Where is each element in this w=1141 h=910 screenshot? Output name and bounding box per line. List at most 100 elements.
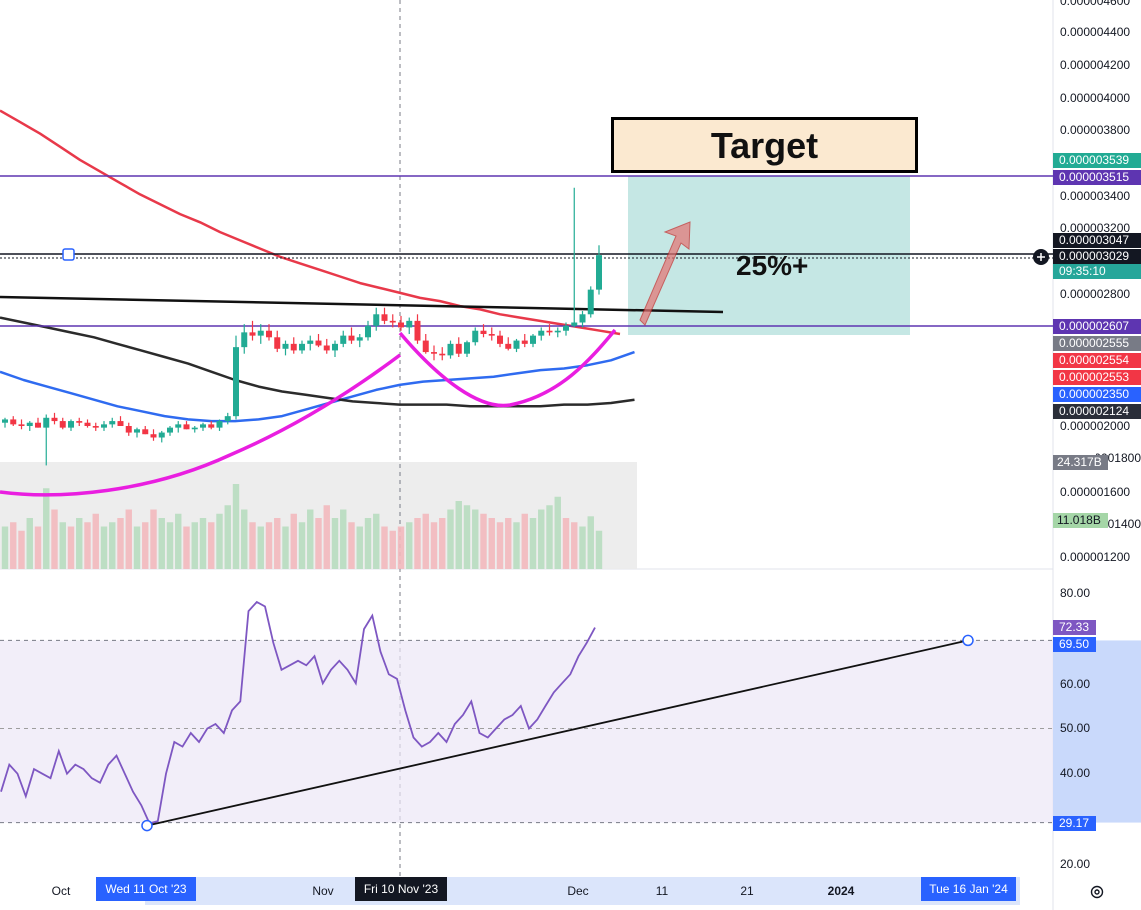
volume-bar bbox=[587, 516, 594, 569]
candle-body bbox=[59, 421, 66, 428]
x-tick: Dec bbox=[567, 884, 589, 898]
volume-bar bbox=[241, 509, 248, 569]
candle-body bbox=[596, 255, 602, 290]
price-label: 0.000003539 bbox=[1053, 153, 1141, 168]
candle-body bbox=[117, 421, 124, 426]
price-tick: 0.000001600 bbox=[1060, 485, 1131, 499]
candle-body bbox=[183, 424, 190, 430]
volume-bar bbox=[447, 509, 454, 569]
x-highlight-mid: Fri 10 Nov '23 bbox=[355, 877, 447, 901]
candle-body bbox=[266, 330, 272, 338]
volume-bar bbox=[18, 530, 25, 569]
countdown-label: 09:35:10 bbox=[1053, 264, 1141, 279]
volume-bar bbox=[249, 522, 256, 569]
price-tick: 0.000002800 bbox=[1060, 287, 1131, 301]
candle-body bbox=[241, 332, 248, 348]
candle-body bbox=[274, 337, 281, 349]
price-label: 0.000003047 bbox=[1053, 233, 1141, 248]
volume-bar bbox=[100, 526, 108, 569]
x-tick: Oct bbox=[51, 884, 71, 898]
volume-bar bbox=[26, 518, 33, 569]
candle-body bbox=[521, 340, 528, 344]
candle-body bbox=[538, 330, 545, 336]
candle-body bbox=[43, 417, 50, 428]
volume-bar bbox=[166, 522, 174, 569]
candle-body bbox=[554, 330, 561, 333]
price-tick: 0.000004600 bbox=[1060, 0, 1131, 8]
volume-bar bbox=[406, 522, 413, 569]
price-label: 0.000003515 bbox=[1053, 170, 1141, 185]
volume-bar bbox=[307, 509, 314, 569]
price-tick: 0.000003400 bbox=[1060, 189, 1131, 203]
x-range-highlight bbox=[145, 877, 1020, 905]
candle-body bbox=[340, 335, 347, 344]
volume-bar bbox=[331, 518, 339, 569]
volume-bar bbox=[538, 509, 545, 569]
volume-bar bbox=[298, 522, 306, 569]
candle-body bbox=[530, 335, 536, 344]
candle-body bbox=[290, 343, 297, 351]
candle-body bbox=[455, 343, 462, 354]
price-tick: 0.000003200 bbox=[1060, 221, 1131, 235]
rsi-trend-handle bbox=[141, 819, 153, 832]
candle-body bbox=[299, 343, 305, 351]
x-tick: Nov bbox=[312, 884, 334, 898]
volume-bar bbox=[364, 518, 372, 569]
candle-body bbox=[26, 422, 33, 426]
candle-body bbox=[134, 429, 140, 433]
cup-curve-right bbox=[398, 328, 617, 408]
volume-bar bbox=[529, 518, 537, 569]
volume-bar bbox=[232, 484, 240, 569]
candle-body bbox=[216, 421, 223, 428]
candle-body bbox=[414, 320, 421, 341]
candle-body bbox=[158, 432, 165, 438]
volume-bar bbox=[290, 513, 297, 569]
volume-bar bbox=[224, 505, 231, 569]
candle-body bbox=[175, 424, 182, 428]
candle-body bbox=[332, 343, 338, 351]
x-highlight-right: Tue 16 Jan '24 bbox=[921, 877, 1016, 901]
candle-body bbox=[571, 322, 578, 326]
price-label: 0.000002553 bbox=[1053, 370, 1141, 385]
volume-bar bbox=[579, 526, 586, 569]
volume-bar bbox=[323, 505, 330, 569]
volume-bar bbox=[595, 530, 603, 569]
volume-bar bbox=[10, 522, 17, 569]
candle-body bbox=[92, 426, 99, 428]
volume-bar bbox=[109, 522, 116, 569]
price-label: 0.000002555 bbox=[1053, 336, 1141, 351]
volume-bar bbox=[43, 488, 50, 569]
price-tick: 0.000004000 bbox=[1060, 91, 1131, 105]
volume-bar bbox=[422, 513, 429, 569]
candle-body bbox=[68, 421, 74, 428]
candle-body bbox=[167, 427, 173, 433]
candle-body bbox=[233, 347, 239, 417]
candle-body bbox=[307, 340, 314, 344]
rsi-tick: 80.00 bbox=[1060, 586, 1091, 600]
candle-body bbox=[579, 314, 586, 323]
settings-gear-icon[interactable] bbox=[1088, 883, 1106, 901]
candle-body bbox=[348, 335, 355, 341]
volume-bar bbox=[397, 526, 405, 569]
price-tick: 0.000002000 bbox=[1060, 419, 1131, 433]
rsi-band bbox=[0, 640, 1053, 823]
volume-bar bbox=[571, 522, 578, 569]
price-tick: 0.000004200 bbox=[1060, 58, 1131, 72]
candle-body bbox=[142, 429, 149, 435]
rsi-label: 69.50 bbox=[1053, 637, 1096, 652]
ma-blue-line bbox=[0, 350, 635, 423]
candle-body bbox=[101, 424, 107, 428]
candle-body bbox=[365, 325, 371, 338]
candle-body bbox=[398, 322, 404, 328]
candle-body bbox=[315, 340, 322, 346]
volume-bar bbox=[51, 509, 58, 569]
candle-body bbox=[356, 337, 363, 341]
rsi-trendline bbox=[146, 639, 969, 827]
candle-body bbox=[76, 421, 83, 423]
price-tick: 0.000004400 bbox=[1060, 25, 1131, 39]
candle-body bbox=[480, 330, 487, 334]
rsi-tick: 40.00 bbox=[1060, 766, 1091, 780]
price-label: 0.000002607 bbox=[1053, 319, 1141, 334]
candle-body bbox=[10, 419, 17, 425]
